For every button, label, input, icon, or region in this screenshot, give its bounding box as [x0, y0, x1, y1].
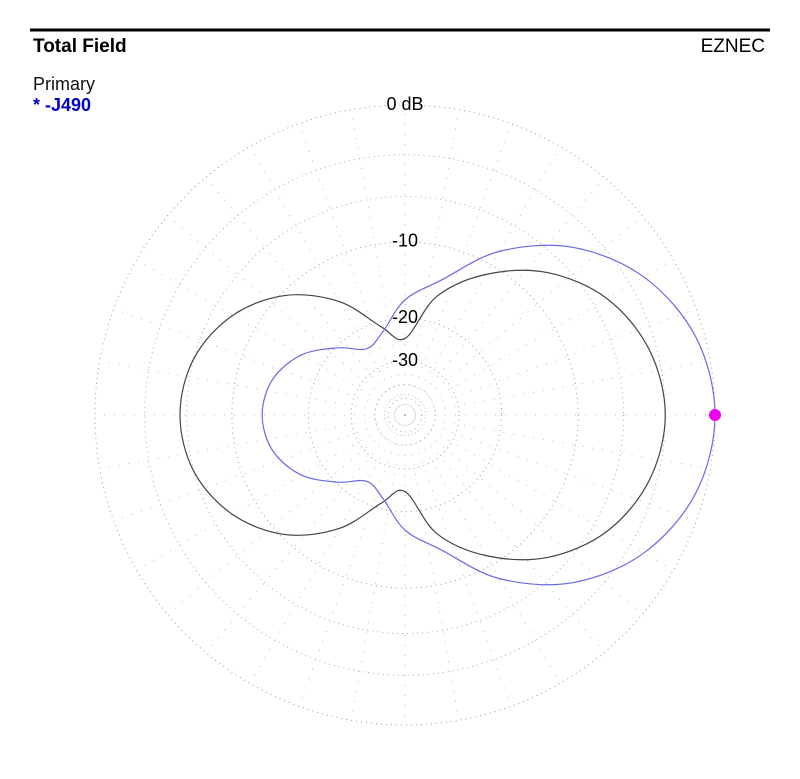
spoke — [249, 414, 406, 684]
spoke — [136, 259, 406, 416]
spoke — [99, 360, 406, 416]
spoke — [404, 177, 605, 416]
ring-label: 0 dB — [386, 94, 423, 114]
spoke — [404, 308, 697, 416]
pattern-line — [261, 244, 716, 586]
spoke — [205, 177, 406, 416]
pattern-line — [179, 269, 666, 561]
ring — [231, 241, 579, 589]
spoke — [167, 215, 406, 416]
max-marker — [709, 409, 721, 421]
spoke — [205, 414, 406, 653]
spoke — [404, 414, 460, 721]
spoke — [99, 414, 406, 470]
spoke — [404, 215, 643, 416]
polar-grid — [94, 104, 716, 726]
legend-entry: Primary — [33, 74, 95, 94]
plot-area — [179, 244, 721, 586]
legend-entry: * -J490 — [33, 95, 91, 115]
spoke — [404, 414, 674, 571]
spoke — [350, 414, 406, 721]
spoke — [167, 414, 406, 615]
spoke — [404, 123, 512, 416]
ring-label: -30 — [392, 350, 418, 370]
ring-label: -10 — [392, 231, 418, 251]
ring — [307, 317, 503, 513]
spoke — [404, 414, 512, 707]
spoke — [404, 414, 697, 522]
spoke — [113, 414, 406, 522]
ring-labels: 0 dB -10 -20 -30 — [386, 94, 423, 370]
minor-ring — [374, 384, 436, 446]
source-label: EZNEC — [701, 36, 765, 57]
ring-label: -20 — [392, 307, 418, 327]
spoke — [404, 259, 674, 416]
spoke — [298, 414, 406, 707]
spoke — [113, 308, 406, 416]
ring — [350, 360, 460, 470]
spoke — [136, 414, 406, 571]
spoke — [249, 146, 406, 416]
minor-ring — [185, 195, 625, 635]
spoke — [298, 123, 406, 416]
spoke — [404, 146, 561, 416]
minor-ring — [387, 397, 423, 433]
spoke — [404, 414, 561, 684]
chart-title: Total Field — [33, 36, 127, 57]
